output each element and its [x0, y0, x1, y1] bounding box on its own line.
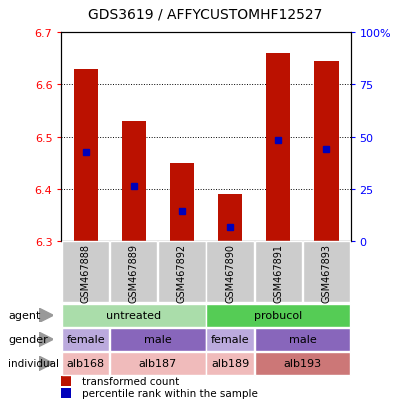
- Text: transformed count: transformed count: [82, 376, 179, 386]
- Text: gender: gender: [8, 335, 48, 344]
- Text: male: male: [144, 335, 171, 344]
- Text: GSM467893: GSM467893: [321, 243, 330, 302]
- Text: GSM467890: GSM467890: [225, 243, 234, 302]
- Text: GDS3619 / AFFYCUSTOMHF12527: GDS3619 / AFFYCUSTOMHF12527: [88, 7, 321, 21]
- Text: alb187: alb187: [138, 358, 177, 368]
- Text: GSM467892: GSM467892: [177, 243, 187, 302]
- Text: probucol: probucol: [254, 311, 302, 320]
- Bar: [121, 122, 146, 242]
- Text: female: female: [210, 335, 249, 344]
- Polygon shape: [39, 356, 53, 370]
- Bar: [314, 62, 338, 242]
- Polygon shape: [39, 309, 53, 323]
- Polygon shape: [39, 332, 53, 347]
- Bar: [169, 164, 193, 242]
- Bar: [73, 69, 97, 242]
- Bar: [218, 195, 242, 242]
- Bar: [265, 54, 290, 242]
- Text: alb189: alb189: [211, 358, 249, 368]
- Text: individual: individual: [8, 358, 59, 368]
- Text: alb168: alb168: [66, 358, 104, 368]
- Text: female: female: [66, 335, 105, 344]
- Text: untreated: untreated: [106, 311, 161, 320]
- Text: agent: agent: [8, 311, 40, 320]
- Text: alb193: alb193: [283, 358, 321, 368]
- Text: GSM467891: GSM467891: [273, 243, 283, 302]
- Text: GSM467888: GSM467888: [81, 243, 90, 302]
- Text: percentile rank within the sample: percentile rank within the sample: [82, 388, 257, 398]
- Text: GSM467889: GSM467889: [128, 243, 138, 302]
- Text: male: male: [288, 335, 315, 344]
